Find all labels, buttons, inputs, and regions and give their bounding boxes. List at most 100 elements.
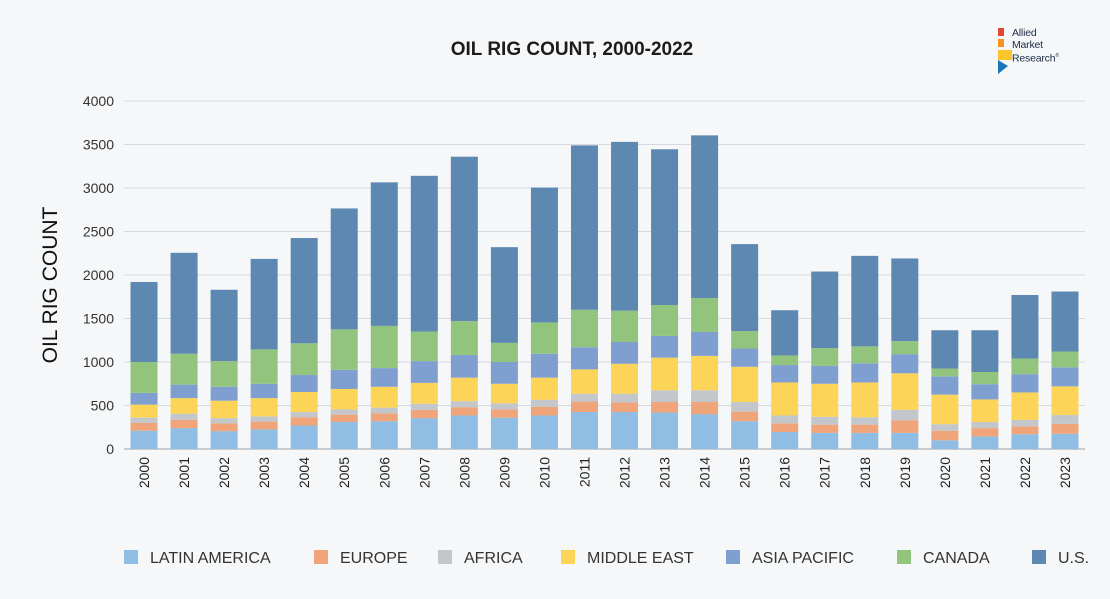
bar-2006-africa [370, 407, 398, 414]
logo-line-2: Market [1012, 38, 1043, 51]
x-tick-2022: 2022 [1017, 457, 1033, 488]
bar-2014-latin-america [691, 414, 719, 449]
bar-2012-asia-pacific [611, 341, 639, 364]
bar-2000-middle-east [130, 404, 158, 418]
x-tick-2008: 2008 [456, 457, 472, 488]
bar-2015-europe [731, 411, 759, 422]
bar-2007-europe [410, 409, 438, 419]
bar-2016-latin-america [771, 432, 799, 449]
bar-2018-asia-pacific [851, 363, 879, 383]
bar-2007-africa [410, 403, 438, 410]
bar-2020-europe [931, 430, 959, 441]
bar-2017-asia-pacific [811, 365, 839, 384]
bar-2006-europe [370, 413, 398, 422]
bar-2017-africa [811, 416, 839, 425]
bar-2008-canada [450, 321, 478, 356]
x-tick-2020: 2020 [937, 457, 953, 488]
bar-2013-latin-america [651, 412, 679, 449]
x-tick-2018: 2018 [857, 457, 873, 488]
y-axis-label: OIL RIG COUNT [39, 206, 62, 363]
bar-2007-middle-east [410, 382, 438, 404]
bar-2019-u-s- [891, 258, 919, 342]
bar-2016-u-s- [771, 310, 799, 356]
y-tick-500: 500 [91, 398, 115, 414]
bar-2023-canada [1051, 351, 1079, 368]
bar-2013-africa [651, 390, 679, 403]
bar-2019-middle-east [891, 373, 919, 410]
legend-label-middle-east: MIDDLE EAST [587, 550, 694, 567]
bar-2012-u-s- [611, 141, 639, 311]
bar-2017-middle-east [811, 383, 839, 417]
allied-market-research-logo: Allied Market Research® [998, 24, 1088, 76]
bar-2006-canada [370, 325, 398, 369]
bar-2005-middle-east [330, 388, 358, 410]
bar-2023-africa [1051, 415, 1079, 424]
bar-2004-europe [290, 417, 318, 426]
bar-2012-europe [611, 402, 639, 413]
bar-2015-u-s- [731, 244, 759, 332]
y-tick-labels: 0 500 1000 1500 2000 2500 3000 3500 4000 [83, 93, 114, 457]
bar-2017-u-s- [811, 271, 839, 349]
bar-2002-middle-east [210, 400, 238, 419]
y-tick-2000: 2000 [83, 267, 114, 283]
bar-2001-asia-pacific [170, 384, 198, 399]
legend-label-europe: EUROPE [340, 550, 408, 567]
bar-2008-latin-america [450, 415, 478, 449]
bar-2014-canada [691, 298, 719, 332]
bar-2016-asia-pacific [771, 365, 799, 383]
bar-2022-middle-east [1011, 392, 1039, 420]
bar-2015-africa [731, 402, 759, 412]
bar-2005-u-s- [330, 208, 358, 330]
x-tick-2013: 2013 [657, 457, 673, 488]
bar-2002-canada [210, 361, 238, 387]
bar-2011-africa [570, 393, 598, 402]
bar-2023-latin-america [1051, 433, 1079, 449]
bar-2017-canada [811, 348, 839, 366]
bar-2021-u-s- [971, 330, 999, 373]
bar-2021-canada [971, 372, 999, 385]
bar-2014-asia-pacific [691, 331, 719, 356]
legend-swatch-latin-america [124, 550, 138, 564]
legend-label-u-s-: U.S. [1058, 550, 1089, 567]
bar-2002-europe [210, 423, 238, 432]
bar-2004-canada [290, 343, 318, 376]
bar-2020-canada [931, 368, 959, 377]
legend-swatch-asia-pacific [726, 550, 740, 564]
bar-2004-middle-east [290, 392, 318, 413]
bar-2022-africa [1011, 419, 1039, 427]
bar-2018-middle-east [851, 382, 879, 418]
bar-2014-africa [691, 390, 719, 403]
legend-label-asia-pacific: ASIA PACIFIC [752, 550, 854, 567]
bar-2020-africa [931, 424, 959, 431]
x-tick-2023: 2023 [1057, 457, 1073, 488]
bar-2005-europe [330, 414, 358, 423]
legend-swatch-canada [897, 550, 911, 564]
bar-2011-europe [570, 401, 598, 413]
bar-2019-europe [891, 420, 919, 433]
bar-2015-middle-east [731, 366, 759, 403]
bar-2021-latin-america [971, 436, 999, 449]
bar-2001-canada [170, 353, 198, 385]
bar-2012-latin-america [611, 412, 639, 449]
bar-2004-asia-pacific [290, 375, 318, 393]
legend-label-canada: CANADA [923, 550, 990, 567]
bar-2022-europe [1011, 426, 1039, 435]
bar-2002-latin-america [210, 431, 238, 449]
bar-2018-europe [851, 424, 879, 433]
bar-2009-latin-america [490, 417, 518, 449]
legend-swatch-africa [438, 550, 452, 564]
bar-2008-europe [450, 407, 478, 416]
bar-2018-latin-america [851, 432, 879, 449]
bar-2005-latin-america [330, 422, 358, 449]
bar-stacks [130, 135, 1079, 449]
bar-2018-africa [851, 417, 879, 425]
x-tick-2006: 2006 [376, 457, 392, 488]
bar-2010-canada [530, 322, 558, 354]
bar-2018-canada [851, 346, 879, 364]
x-tick-2001: 2001 [176, 457, 192, 488]
bar-2002-u-s- [210, 289, 238, 362]
legend-swatch-u-s- [1032, 550, 1046, 564]
logo-line-3: Research® [1012, 51, 1059, 65]
bar-2019-latin-america [891, 432, 919, 449]
bar-2011-middle-east [570, 369, 598, 394]
